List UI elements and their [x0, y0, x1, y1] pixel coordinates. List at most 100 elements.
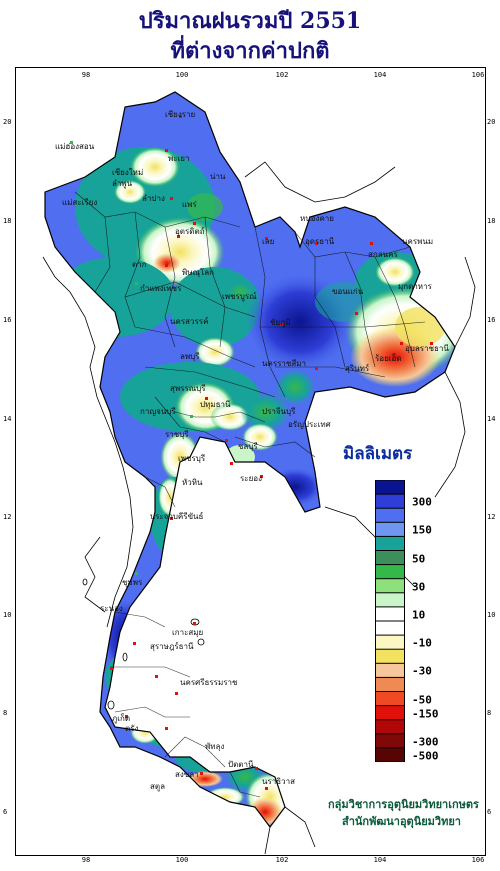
place-label: อุตรดิตถ์ — [175, 227, 205, 236]
lat-tick-8-left: 8 — [3, 709, 8, 717]
place-label: อรัญประเทศ — [288, 420, 331, 429]
legend-swatch — [376, 720, 404, 734]
place-label: ลำพูน — [112, 179, 133, 188]
place-label: ระนอง — [100, 604, 123, 613]
place-label: เลย — [262, 237, 275, 246]
place-label: พัทลุง — [205, 742, 225, 751]
legend-swatch — [376, 748, 404, 762]
place-label: ลำปาง — [142, 194, 165, 203]
legend-swatch — [376, 494, 404, 508]
lat-tick-6-left: 6 — [3, 808, 8, 816]
place-label: ลพบุรี — [180, 352, 200, 361]
legend-swatch — [376, 522, 404, 536]
place-label: นครสวรรค์ — [170, 317, 209, 326]
place-label: แม่สะเรียง — [62, 198, 98, 207]
place-label: ประจวบคีรีขันธ์ — [150, 512, 204, 521]
place-label: แพร่ — [182, 200, 197, 209]
place-label: ปัตตานี — [228, 760, 254, 769]
legend-label: -150 — [412, 707, 439, 721]
place-label: สุรินทร์ — [345, 364, 370, 373]
place-label: สุพรรณบุรี — [170, 384, 206, 393]
lat-tick-20-right: 20 — [487, 118, 496, 126]
lat-tick-16-right: 16 — [487, 316, 496, 324]
place-label: แม่ฮ่องสอน — [55, 142, 95, 151]
credit-line-2: สำนักพัฒนาอุตุนิยมวิทยา — [342, 815, 461, 828]
place-label: หนองคาย — [300, 214, 334, 223]
place-label: ปราจีนบุรี — [262, 407, 296, 416]
legend-label: -30 — [412, 664, 432, 678]
lat-tick-10-right: 10 — [487, 611, 496, 619]
place-label: น่าน — [210, 172, 226, 181]
place-label: นครพนม — [402, 237, 434, 246]
lon-tick-106-bottom: 106 — [471, 856, 485, 864]
place-label: อุดรธานี — [305, 237, 335, 246]
lat-tick-10-left: 10 — [3, 611, 12, 619]
place-label: กำแพงเพชร — [140, 284, 182, 293]
legend-colorbar — [375, 480, 405, 762]
place-label: อุบลราชธานี — [405, 344, 449, 353]
legend-swatch — [376, 480, 404, 494]
place-label: ตาก — [132, 260, 147, 269]
legend-swatch — [376, 607, 404, 621]
legend-label: 30 — [412, 580, 426, 594]
lon-tick-102-top: 102 — [275, 71, 289, 79]
legend-swatch — [376, 677, 404, 691]
legend-swatch — [376, 593, 404, 607]
place-label: ภูเก็ต — [112, 714, 131, 723]
place-label: พะเยา — [168, 154, 190, 163]
place-label: กาญจนบุรี — [140, 407, 176, 416]
legend-swatch — [376, 565, 404, 579]
legend-label: 150 — [412, 523, 432, 537]
lat-tick-14-right: 14 — [487, 415, 496, 423]
place-label: เพชรบูรณ์ — [222, 292, 257, 301]
lat-tick-6-right: 6 — [487, 808, 492, 816]
legend-swatch — [376, 551, 404, 565]
lon-tick-104-bottom: 104 — [373, 856, 387, 864]
legend-label: -10 — [412, 636, 432, 650]
place-label: เกาะสมุย — [172, 628, 204, 637]
lat-tick-18-right: 18 — [487, 217, 496, 225]
place-label: ราชบุรี — [165, 430, 189, 439]
legend-label: -50 — [412, 693, 432, 707]
legend-swatch — [376, 621, 404, 635]
lon-tick-106-top: 106 — [471, 71, 485, 79]
legend-label: 50 — [412, 552, 426, 566]
place-label: ชัยภูมิ — [270, 318, 291, 327]
place-label: นครศรีธรรมราช — [180, 678, 238, 687]
legend-swatch — [376, 635, 404, 649]
legend-label: 300 — [412, 495, 432, 509]
lon-tick-102-bottom: 102 — [275, 856, 289, 864]
place-label: หัวหิน — [182, 478, 203, 487]
legend-label: -300 — [412, 735, 439, 749]
lat-tick-18-left: 18 — [3, 217, 12, 225]
place-label: สตูล — [150, 782, 165, 791]
legend-title: มิลลิเมตร — [343, 444, 413, 464]
place-label: ขอนแก่น — [332, 287, 364, 296]
lon-tick-98-bottom: 98 — [81, 856, 91, 864]
place-label: สกลนคร — [368, 250, 398, 259]
lon-tick-104-top: 104 — [373, 71, 387, 79]
lat-tick-8-right: 8 — [487, 709, 492, 717]
place-label: สงขลา — [175, 770, 199, 779]
place-label: ชลบุรี — [238, 442, 258, 451]
lat-tick-12-right: 12 — [487, 513, 496, 521]
lon-tick-100-top: 100 — [175, 71, 189, 79]
place-label: เชียงราย — [165, 110, 196, 119]
legend-swatch — [376, 706, 404, 720]
lat-tick-20-left: 20 — [3, 118, 12, 126]
map-title: ปริมาณฝนรวมปี 2551 — [138, 8, 362, 34]
place-label: นราธิวาส — [262, 777, 296, 786]
place-label: สุราษฎร์ธานี — [150, 642, 194, 651]
legend-swatch — [376, 508, 404, 522]
place-label: นครราชสีมา — [262, 359, 306, 368]
place-label: มุกดาหาร — [398, 282, 432, 291]
legend-swatch — [376, 536, 404, 550]
lon-tick-100-bottom: 100 — [175, 856, 189, 864]
place-label: ตรัง — [125, 724, 139, 733]
legend-label: 10 — [412, 608, 426, 622]
place-label: ร้อยเอ็ด — [375, 354, 402, 363]
lat-tick-16-left: 16 — [3, 316, 12, 324]
place-label: ระยอง — [240, 474, 262, 483]
place-label: ปทุมธานี — [200, 400, 231, 409]
place-label: พิษณุโลก — [182, 268, 215, 277]
